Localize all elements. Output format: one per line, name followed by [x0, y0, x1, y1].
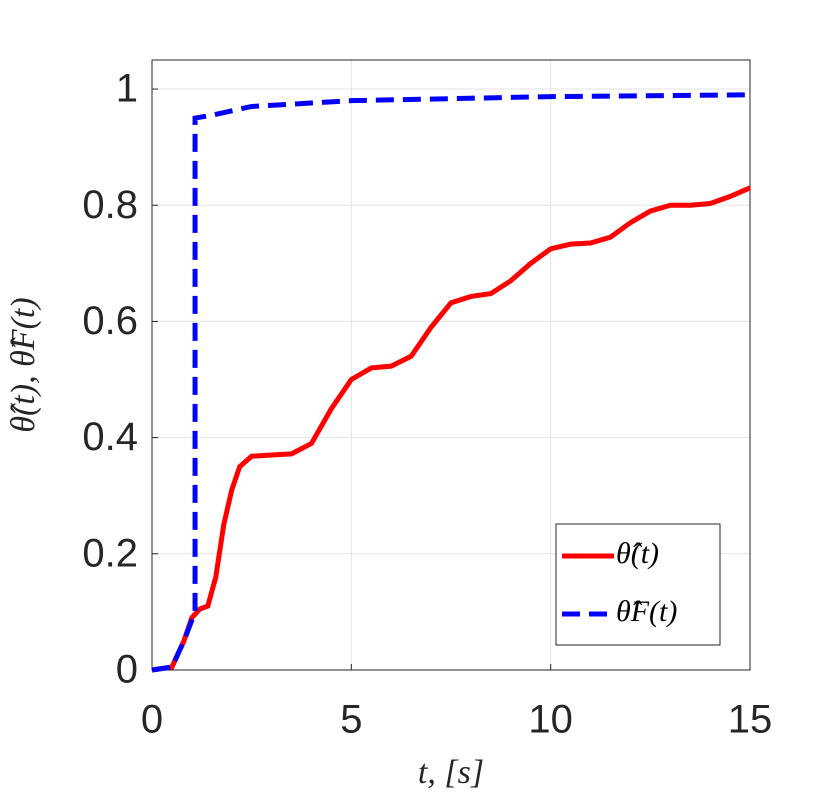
y-tick-label: 0.2: [82, 531, 138, 575]
legend-label: θ̂(t): [616, 537, 659, 570]
x-tick-label: 15: [728, 698, 773, 742]
line: [151, 92, 751, 673]
x-tick-label: 5: [340, 698, 362, 742]
y-tick-label: 0.4: [82, 415, 138, 459]
y-tick-label: 0.8: [82, 183, 138, 227]
x-tick-label: 10: [528, 698, 573, 742]
legend-box: [555, 523, 721, 646]
y-tick-label: 1: [116, 67, 138, 111]
y-tick-label: 0: [116, 648, 138, 692]
y-axis-label: θ̂(t), θ̂F(t): [5, 297, 42, 432]
legend-label: θ̂F(t): [616, 595, 677, 628]
plot-box: [151, 59, 751, 671]
x-tick-label: 0: [141, 698, 163, 742]
line: [151, 185, 752, 673]
y-tick-label: 0.6: [82, 299, 138, 343]
x-axis-label: t, [s]: [418, 754, 484, 791]
